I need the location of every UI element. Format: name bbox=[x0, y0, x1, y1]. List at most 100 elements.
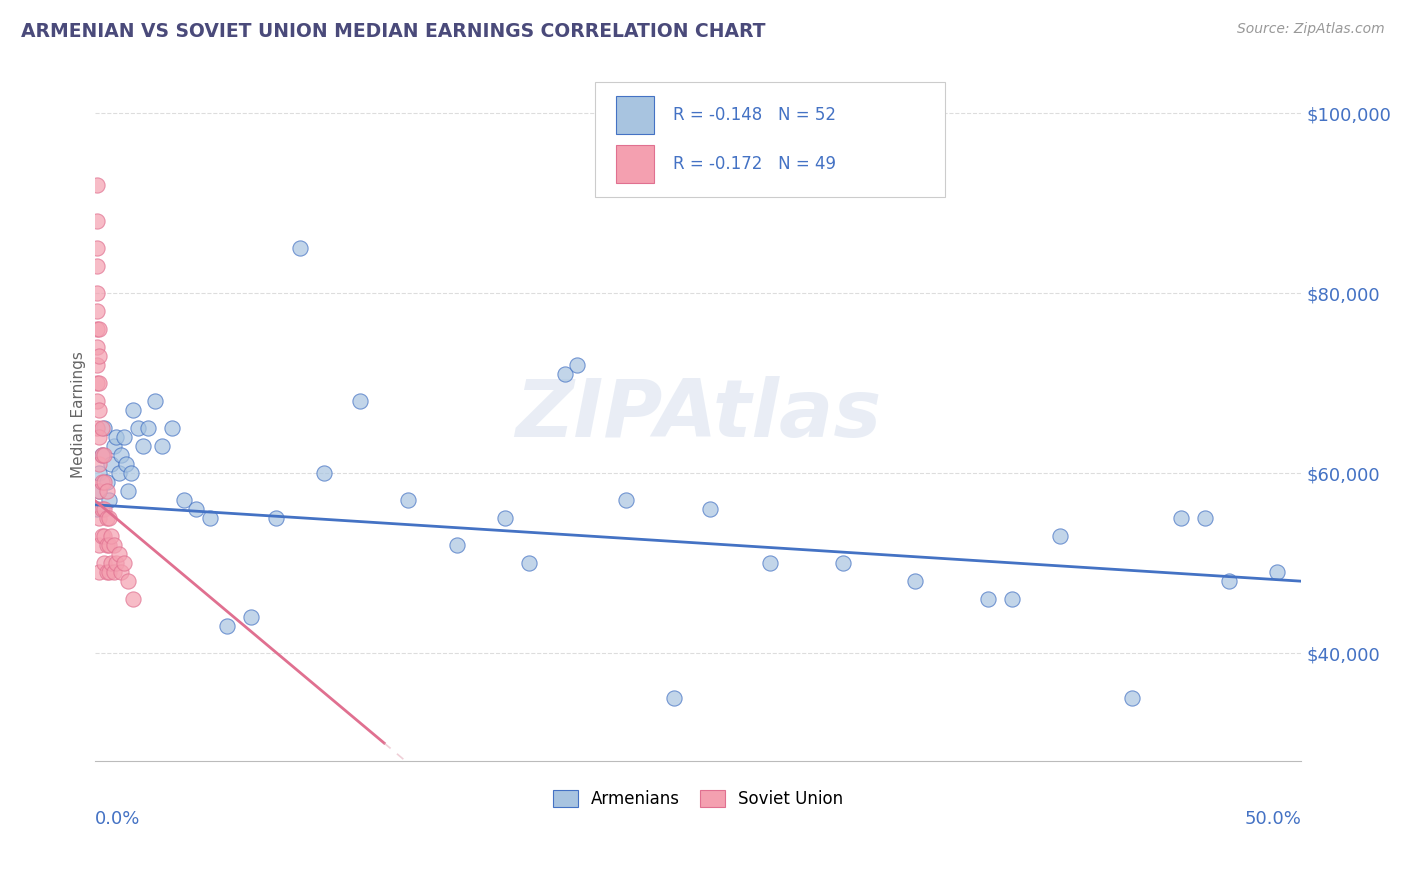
Point bbox=[115, 457, 138, 471]
Point bbox=[1121, 691, 1143, 706]
Point bbox=[89, 565, 111, 579]
Point bbox=[86, 376, 108, 391]
Point bbox=[86, 286, 108, 301]
Point bbox=[93, 556, 115, 570]
Point bbox=[112, 556, 135, 570]
Point bbox=[554, 368, 576, 382]
FancyBboxPatch shape bbox=[595, 82, 945, 196]
Point bbox=[93, 475, 115, 490]
Point bbox=[105, 556, 128, 570]
Point bbox=[96, 475, 118, 490]
Point bbox=[93, 421, 115, 435]
Point bbox=[89, 403, 111, 417]
Point bbox=[103, 565, 125, 579]
Point bbox=[173, 493, 195, 508]
Point bbox=[96, 511, 118, 525]
Point bbox=[89, 322, 111, 336]
Point bbox=[288, 241, 311, 255]
Text: Source: ZipAtlas.com: Source: ZipAtlas.com bbox=[1237, 22, 1385, 37]
Point bbox=[86, 421, 108, 435]
Point bbox=[86, 322, 108, 336]
Point bbox=[117, 484, 139, 499]
Point bbox=[240, 610, 263, 624]
Point bbox=[110, 565, 132, 579]
Point bbox=[127, 421, 149, 435]
Point bbox=[100, 529, 122, 543]
Point bbox=[107, 547, 129, 561]
Point bbox=[103, 439, 125, 453]
Point bbox=[86, 260, 108, 274]
Point bbox=[90, 529, 112, 543]
Point bbox=[1194, 511, 1216, 525]
Point bbox=[567, 359, 589, 373]
Text: ARMENIAN VS SOVIET UNION MEDIAN EARNINGS CORRELATION CHART: ARMENIAN VS SOVIET UNION MEDIAN EARNINGS… bbox=[21, 22, 766, 41]
Text: ZIPAtlas: ZIPAtlas bbox=[515, 376, 882, 454]
Point bbox=[904, 574, 927, 589]
Point bbox=[1265, 565, 1288, 579]
Point bbox=[90, 448, 112, 462]
Point bbox=[1049, 529, 1071, 543]
Point bbox=[93, 502, 115, 516]
Text: 50.0%: 50.0% bbox=[1244, 810, 1302, 828]
Point bbox=[759, 556, 782, 570]
Point bbox=[89, 538, 111, 552]
Legend: Armenians, Soviet Union: Armenians, Soviet Union bbox=[546, 783, 851, 815]
Point bbox=[86, 241, 108, 255]
Point bbox=[86, 340, 108, 354]
Point bbox=[89, 430, 111, 444]
Point bbox=[143, 394, 166, 409]
Point bbox=[1170, 511, 1192, 525]
Point bbox=[96, 565, 118, 579]
Point bbox=[93, 529, 115, 543]
Point bbox=[160, 421, 183, 435]
Point bbox=[98, 538, 121, 552]
Point bbox=[98, 493, 121, 508]
Point bbox=[1001, 592, 1024, 607]
Point bbox=[120, 467, 142, 481]
Point bbox=[184, 502, 207, 516]
Point bbox=[446, 538, 468, 552]
Point bbox=[136, 421, 159, 435]
Point bbox=[86, 214, 108, 228]
Text: R = -0.172   N = 49: R = -0.172 N = 49 bbox=[672, 155, 835, 173]
Point bbox=[86, 394, 108, 409]
Text: 0.0%: 0.0% bbox=[94, 810, 141, 828]
Point bbox=[312, 467, 335, 481]
Point bbox=[86, 359, 108, 373]
Point bbox=[93, 448, 115, 462]
Point bbox=[98, 565, 121, 579]
Bar bbox=[616, 145, 654, 183]
Point bbox=[89, 376, 111, 391]
Point bbox=[396, 493, 419, 508]
Point bbox=[150, 439, 173, 453]
Point bbox=[217, 619, 239, 633]
Point bbox=[89, 457, 111, 471]
Point bbox=[86, 502, 108, 516]
Text: R = -0.148   N = 52: R = -0.148 N = 52 bbox=[672, 106, 835, 124]
Point bbox=[89, 484, 111, 499]
Point bbox=[96, 538, 118, 552]
Point bbox=[132, 439, 155, 453]
Point bbox=[105, 430, 128, 444]
Point bbox=[86, 304, 108, 318]
Point bbox=[107, 467, 129, 481]
Point bbox=[264, 511, 287, 525]
Point bbox=[90, 421, 112, 435]
Point bbox=[122, 592, 145, 607]
Point bbox=[100, 457, 122, 471]
Point bbox=[122, 403, 145, 417]
Point bbox=[662, 691, 685, 706]
Point bbox=[89, 484, 111, 499]
Point bbox=[831, 556, 853, 570]
Point bbox=[98, 511, 121, 525]
Point bbox=[103, 538, 125, 552]
Bar bbox=[616, 95, 654, 134]
Point bbox=[200, 511, 222, 525]
Point bbox=[86, 178, 108, 193]
Point bbox=[614, 493, 637, 508]
Point bbox=[494, 511, 516, 525]
Point bbox=[96, 484, 118, 499]
Point bbox=[100, 556, 122, 570]
Point bbox=[699, 502, 721, 516]
Point bbox=[976, 592, 998, 607]
